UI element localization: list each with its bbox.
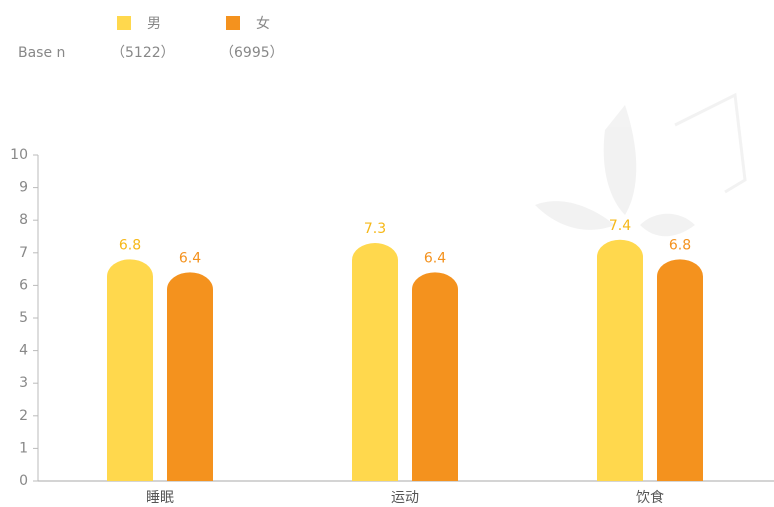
value-label: 7.4: [609, 218, 631, 234]
base-n: （5122）: [111, 45, 175, 61]
base-label: Base n: [18, 45, 65, 61]
x-tick-label: 睡眠: [146, 490, 174, 506]
y-tick-label: 0: [19, 473, 28, 489]
y-tick-label: 5: [19, 310, 28, 326]
chart: Base n 0 1 2 3 4 5 6 7 8 9 10 男 （5122） 女 （6995） 睡眠 6.8 6.…: [0, 0, 774, 507]
y-tick-label: 7: [19, 245, 28, 261]
value-label: 6.8: [669, 237, 691, 253]
bar: [352, 243, 398, 481]
y-tick-label: 1: [19, 440, 28, 456]
bar: [597, 240, 643, 481]
value-label: 7.3: [364, 221, 386, 237]
y-tick-label: 4: [19, 343, 28, 359]
y-tick-label: 3: [19, 375, 28, 391]
y-tick-label: 8: [19, 212, 28, 228]
legend-swatch: [117, 16, 131, 30]
bar: [167, 272, 213, 481]
x-tick-label: 运动: [391, 490, 419, 506]
y-tick-label: 10: [10, 147, 28, 163]
legend-label: 女: [256, 15, 270, 32]
y-tick-label: 9: [19, 180, 28, 196]
value-label: 6.4: [179, 250, 201, 266]
y-tick-label: 2: [19, 408, 28, 424]
legend-label: 男: [147, 16, 161, 32]
watermark: [535, 95, 745, 236]
base-n: （6995）: [220, 45, 284, 61]
value-label: 6.4: [424, 250, 446, 266]
bar: [657, 259, 703, 481]
legend-swatch: [226, 16, 240, 30]
bar: [107, 259, 153, 481]
y-tick-label: 6: [19, 277, 28, 293]
x-tick-label: 饮食: [636, 489, 664, 506]
bar: [412, 272, 458, 481]
value-label: 6.8: [119, 237, 141, 253]
